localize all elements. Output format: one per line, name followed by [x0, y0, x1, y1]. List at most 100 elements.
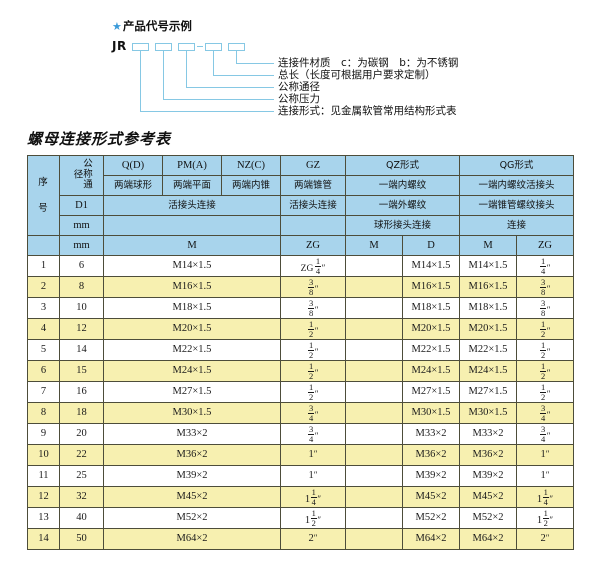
leader-line-pressure-vertical [163, 51, 164, 99]
cell-index: 6 [27, 360, 60, 382]
table-row: 3 10 M18×1.5 3 8 ″ M18×1.5 M18×1.5 3 8 ″ [27, 297, 574, 319]
header-desc-qz: 一端内螺纹 [345, 175, 460, 196]
cell-gz: 1 1 4 ″ [280, 486, 346, 508]
table-row: 6 15 M24×1.5 1 2 ″ M24×1.5 M24×1.5 1 2 ″ [27, 360, 574, 382]
cell-qz-d: M16×1.5 [402, 276, 460, 298]
cell-qz-d: M20×1.5 [402, 318, 460, 340]
table-header: 序号 公称通径 Q(D) PM(A) NZ(C) GZ QZ形式 QG形式 两端… [27, 155, 574, 256]
table-row: 13 40 M52×2 1 1 2 ″ M52×2 M52×2 1 1 2 ″ [27, 507, 574, 529]
cell-qg-zg: 1 2 ″ [516, 381, 574, 403]
cell-qg-zg: 1 2 ″ [516, 318, 574, 340]
cell-thread-m: M27×1.5 [103, 381, 281, 403]
cell-qz-m [345, 444, 403, 466]
cell-index: 2 [27, 276, 60, 298]
page-title: 螺母连接形式参考表 [27, 130, 172, 148]
cell-qg-m: M33×2 [459, 423, 517, 445]
table-row: 14 50 M64×2 2″ M64×2 M64×2 2″ [27, 528, 574, 550]
table-row: 11 25 M39×2 1″ M39×2 M39×2 1″ [27, 465, 574, 487]
table-row: 10 22 M36×2 1″ M36×2 M36×2 1″ [27, 444, 574, 466]
cell-thread-m: M45×2 [103, 486, 281, 508]
header-desc2-qg: 一端锥管螺纹接头 [459, 195, 574, 216]
cell-qg-zg: 1 4 ″ [516, 255, 574, 277]
cell-qg-zg: 1 1 2 ″ [516, 507, 574, 529]
cell-qz-d: M30×1.5 [402, 402, 460, 424]
cell-gz: 1″ [280, 465, 346, 487]
cell-qg-m: M36×2 [459, 444, 517, 466]
header-desc-qg: 一端内螺纹活接头 [459, 175, 574, 196]
leader-line-pressure-horizontal [163, 99, 274, 100]
header-row-code: 序号 公称通径 Q(D) PM(A) NZ(C) GZ QZ形式 QG形式 [27, 155, 574, 236]
cell-index: 5 [27, 339, 60, 361]
cell-gz: 1 2 ″ [280, 360, 346, 382]
cell-gz: 1 2 ″ [280, 381, 346, 403]
note-bore: 公称通径 [278, 81, 320, 93]
header-unit-qg-zg: ZG [516, 235, 574, 256]
product-code-prefix: JR [112, 39, 127, 53]
leader-line-bore-vertical [186, 51, 187, 87]
cell-qg-m: M64×2 [459, 528, 517, 550]
note-form: 连接形式：见金属软管常用结构形式表 [278, 105, 457, 117]
cell-gz: 1 2 ″ [280, 318, 346, 340]
cell-gz: 1″ [280, 444, 346, 466]
cell-qz-m [345, 402, 403, 424]
cell-bore: 50 [59, 528, 104, 550]
cell-qg-m: M39×2 [459, 465, 517, 487]
header-desc-nz: 两端内锥 [221, 175, 281, 196]
header-desc-gz: 两端锥管 [280, 175, 346, 196]
cell-qz-m [345, 423, 403, 445]
cell-qg-m: M52×2 [459, 507, 517, 529]
cell-thread-m: M22×1.5 [103, 339, 281, 361]
cell-qg-zg: 3 8 ″ [516, 297, 574, 319]
leader-line-form-vertical [140, 51, 141, 111]
cell-thread-m: M52×2 [103, 507, 281, 529]
cell-index: 3 [27, 297, 60, 319]
cell-qg-zg: 1″ [516, 444, 574, 466]
cell-qg-zg: 2″ [516, 528, 574, 550]
header-unit-bore: mm [59, 235, 104, 256]
header-bore-d1: D1 [59, 195, 104, 216]
cell-bore: 15 [59, 360, 104, 382]
header-index: 序号 [27, 155, 60, 236]
header-desc2-qpmnz: 活接头连接 [103, 195, 281, 216]
cell-qg-zg: 3 4 ″ [516, 423, 574, 445]
cell-qg-zg: 1 1 4 ″ [516, 486, 574, 508]
header-type-nz: NZ(C) [221, 155, 281, 176]
code-box-1 [132, 43, 149, 51]
cell-qz-d: M22×1.5 [402, 339, 460, 361]
header-desc3-gz [280, 215, 346, 236]
leader-line-length-horizontal [213, 75, 274, 76]
cell-qz-d: M45×2 [402, 486, 460, 508]
cell-qz-m [345, 318, 403, 340]
header-unit-qz-m: M [345, 235, 403, 256]
cell-qg-m: M16×1.5 [459, 276, 517, 298]
cell-bore: 32 [59, 486, 104, 508]
table-row: 1 6 M14×1.5 ZG 1 4 ″ M14×1.5 M14×1.5 1 4 ″ [27, 255, 574, 277]
table-row: 8 18 M30×1.5 3 4 ″ M30×1.5 M30×1.5 3 4 ″ [27, 402, 574, 424]
cell-bore: 18 [59, 402, 104, 424]
cell-qg-m: M30×1.5 [459, 402, 517, 424]
header-desc-pm: 两端平面 [162, 175, 222, 196]
cell-gz: 3 8 ″ [280, 276, 346, 298]
cell-qz-d: M33×2 [402, 423, 460, 445]
cell-thread-m: M18×1.5 [103, 297, 281, 319]
cell-qz-m [345, 276, 403, 298]
header-desc3-qpmnz [103, 215, 281, 236]
cell-index: 10 [27, 444, 60, 466]
cell-bore: 12 [59, 318, 104, 340]
cell-qz-m [345, 465, 403, 487]
cell-qg-zg: 3 8 ″ [516, 276, 574, 298]
header-unit-qg-m: M [459, 235, 517, 256]
cell-index: 8 [27, 402, 60, 424]
cell-thread-m: M39×2 [103, 465, 281, 487]
product-code-diagram: ★产品代号示例 JR 连接件材质 c：为碳钢 b：为不锈钢 总长（长度可根据用户… [0, 0, 600, 128]
cell-qg-m: M24×1.5 [459, 360, 517, 382]
table-row: 12 32 M45×2 1 1 4 ″ M45×2 M45×2 1 1 4 ″ [27, 486, 574, 508]
header-unit-qpmnz: M [103, 235, 281, 256]
cell-qg-m: M18×1.5 [459, 297, 517, 319]
note-length: 总长（长度可根据用户要求定制） [278, 69, 436, 81]
header-type-gz: GZ [280, 155, 346, 176]
cell-thread-m: M36×2 [103, 444, 281, 466]
cell-qz-m [345, 528, 403, 550]
header-desc2-qz: 一端外螺纹 [345, 195, 460, 216]
cell-thread-m: M20×1.5 [103, 318, 281, 340]
